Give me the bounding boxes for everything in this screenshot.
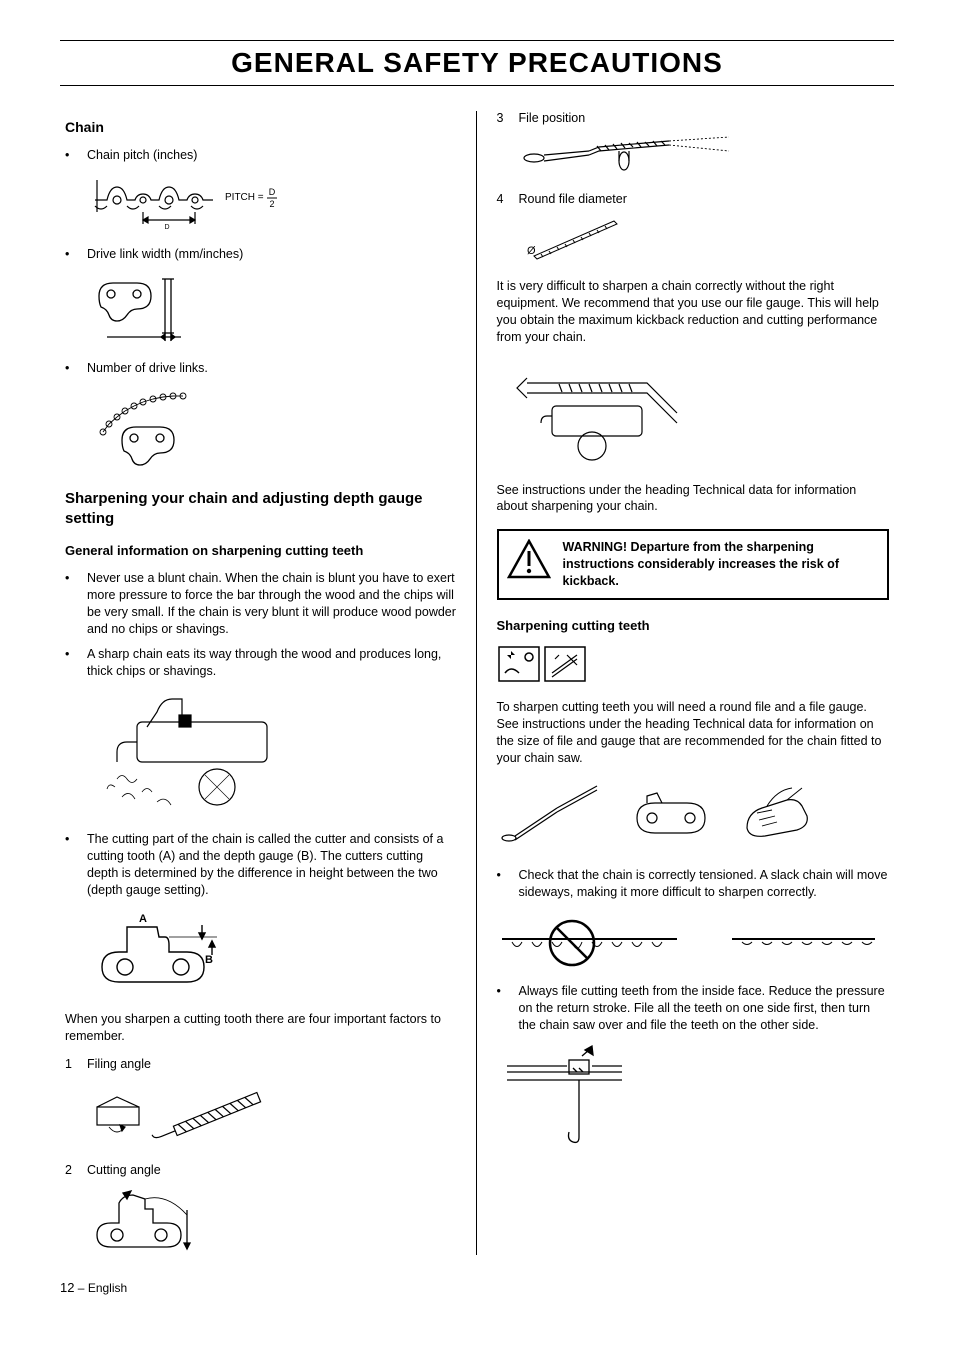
fig-three-tools — [497, 778, 890, 853]
page-footer: 12 – English — [60, 1280, 894, 1295]
warning-box: WARNING! Departure from the sharpening i… — [497, 529, 890, 600]
fig-chips — [87, 687, 458, 817]
fig-slack-chain — [497, 909, 890, 969]
content-columns: Chain • Chain pitch (inches) D PITCH = D — [60, 111, 894, 1255]
bullet-sharp-chain: •A sharp chain eats its way through the … — [65, 646, 458, 680]
num-filing-angle: 1Filing angle — [65, 1057, 458, 1071]
bullet-num-links: • Number of drive links. — [65, 360, 458, 377]
chain-heading: Chain — [65, 119, 458, 135]
page-lang: English — [88, 1281, 127, 1295]
sharpen-heading: Sharpening your chain and adjusting dept… — [65, 489, 458, 530]
svg-text:B: B — [205, 954, 213, 966]
fig-file-gauge — [497, 358, 890, 468]
fig-filing-angle — [87, 1079, 458, 1149]
warning-icon — [507, 539, 551, 579]
para-need-file: To sharpen cutting teeth you will need a… — [497, 699, 890, 767]
bullet-drive-link: • Drive link width (mm/inches) — [65, 246, 458, 263]
fig-num-links — [87, 385, 458, 475]
general-info-heading: General information on sharpening cuttin… — [65, 543, 458, 558]
fig-file-position — [519, 133, 890, 178]
fig-cutting-angle — [87, 1185, 458, 1255]
fig-icon-boxes — [497, 645, 890, 685]
svg-text:Ø: Ø — [527, 245, 536, 257]
para-see-tech: See instructions under the heading Techn… — [497, 482, 890, 516]
bullet-chain-pitch: • Chain pitch (inches) — [65, 147, 458, 164]
svg-text:PITCH =: PITCH = — [225, 192, 264, 203]
svg-text:A: A — [139, 913, 147, 925]
warning-text: WARNING! Departure from the sharpening i… — [563, 539, 880, 590]
para-difficult: It is very difficult to sharpen a chain … — [497, 278, 890, 346]
fig-chain-pitch: D PITCH = D 2 — [87, 172, 458, 232]
page-number: 12 — [60, 1280, 74, 1295]
fig-file-direction — [497, 1042, 890, 1152]
bullet-tension: •Check that the chain is correctly tensi… — [497, 867, 890, 901]
fig-drive-link — [87, 271, 458, 346]
bullet-cutter-parts: •The cutting part of the chain is called… — [65, 831, 458, 899]
page-title: GENERAL SAFETY PRECAUTIONS — [60, 40, 894, 86]
fig-cutter-ab: A B — [87, 907, 458, 997]
svg-text:D: D — [269, 187, 276, 197]
num-round-file: 4Round file diameter — [497, 192, 890, 206]
right-column: 3File position 4Roun — [476, 111, 895, 1255]
sharpen-cutting-heading: Sharpening cutting teeth — [497, 618, 890, 633]
num-file-position: 3File position — [497, 111, 890, 125]
para-four-factors: When you sharpen a cutting tooth there a… — [65, 1011, 458, 1045]
left-column: Chain • Chain pitch (inches) D PITCH = D — [60, 111, 476, 1255]
num-cutting-angle: 2Cutting angle — [65, 1163, 458, 1177]
fig-round-file: Ø — [519, 214, 890, 264]
bullet-never-blunt: •Never use a blunt chain. When the chain… — [65, 570, 458, 638]
bullet-inside-face: •Always file cutting teeth from the insi… — [497, 983, 890, 1034]
svg-text:D: D — [164, 224, 169, 231]
svg-text:2: 2 — [269, 199, 274, 209]
